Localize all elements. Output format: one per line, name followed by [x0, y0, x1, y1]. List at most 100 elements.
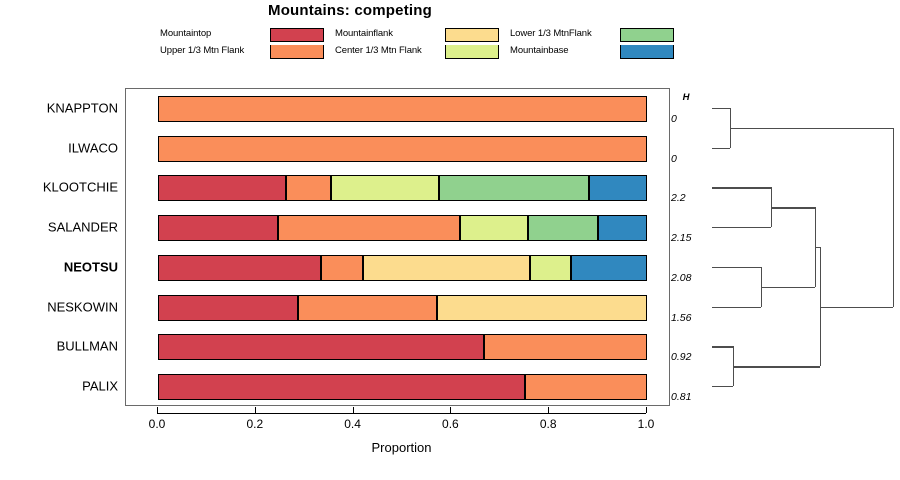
h-value: 0.81: [671, 391, 692, 404]
dendrogram-branch: [712, 147, 730, 149]
category-label-neotsu: NEOTSU: [63, 259, 118, 275]
bar-segment[interactable]: [527, 215, 598, 242]
h-value: 1.56: [671, 311, 692, 324]
legend-column: Mountainflank Center 1/3 Mtn Flank: [335, 27, 515, 61]
category-label-ilwaco: ILWACO: [68, 140, 118, 156]
bar-segment[interactable]: [597, 215, 647, 242]
bar-segment[interactable]: [158, 95, 647, 122]
x-tick: [450, 407, 452, 413]
bar-neskowin[interactable]: [158, 294, 647, 321]
h-value: 0: [671, 152, 677, 165]
bar-segment[interactable]: [459, 215, 528, 242]
bar-segment[interactable]: [278, 215, 460, 242]
category-label-salander: SALANDER: [47, 219, 118, 235]
bar-segment[interactable]: [363, 254, 530, 281]
bar-segment[interactable]: [529, 254, 571, 281]
dendrogram-branch: [712, 306, 761, 308]
bar-segment[interactable]: [484, 334, 647, 361]
legend-item: Mountainflank: [335, 27, 515, 44]
h-column: H 0 0 2.2 2.15 2.08 1.56 0.92 0.81: [671, 88, 713, 406]
dendrogram-branch: [712, 386, 733, 388]
bar-segment[interactable]: [524, 374, 647, 401]
dendrogram-branch: [712, 266, 761, 269]
h-column-header: H: [682, 92, 690, 103]
bar-segment[interactable]: [285, 175, 331, 202]
plot-panel: [125, 88, 670, 406]
x-tick: [646, 407, 647, 413]
legend-item: Mountainbase: [510, 44, 690, 61]
dendrogram-branch: [730, 127, 893, 130]
category-label-klootchie: KLOOTCHIE: [42, 179, 118, 195]
x-tick: [254, 407, 256, 413]
x-axis-line: [157, 413, 646, 414]
category-label-column: KNAPPTON ILWACO KLOOTCHIE SALANDER NEOTSU NES…: [0, 88, 118, 406]
bar-segment[interactable]: [158, 294, 299, 321]
h-value: 0: [671, 112, 677, 125]
x-tick-label: 0.4: [344, 417, 361, 431]
x-axis-label: Proportion: [371, 440, 432, 455]
bar-segment[interactable]: [320, 254, 364, 281]
h-value: 2.2: [671, 192, 686, 205]
legend-column: Mountaintop Upper 1/3 Mtn Flank: [160, 27, 340, 61]
dendrogram-branch: [733, 366, 820, 368]
x-tick: [548, 407, 550, 413]
bar-segment[interactable]: [437, 294, 647, 321]
bar-segment[interactable]: [158, 135, 647, 162]
bar-segment[interactable]: [158, 374, 525, 401]
legend-swatch: [445, 28, 499, 42]
dendrogram-branch: [712, 187, 771, 189]
dendrogram-branch: [815, 247, 820, 249]
category-label-neskowin: NESKOWIN: [47, 299, 118, 315]
dendrogram: [700, 88, 900, 406]
x-tick-label: 1.0: [637, 417, 655, 431]
dendrogram-branch: [761, 286, 815, 289]
dendrogram-branch: [712, 346, 733, 348]
dendrogram-branch: [712, 227, 771, 229]
category-label-palix: PALIX: [82, 378, 118, 394]
category-label-bullman: BULLMAN: [56, 338, 118, 354]
bar-segment[interactable]: [330, 175, 439, 202]
legend-item-label: Upper 1/3 Mtn Flank: [160, 45, 245, 56]
dendrogram-branch: [771, 207, 815, 209]
legend-item-label: Lower 1/3 MtnFlank: [510, 28, 592, 39]
legend-item-label: Mountainflank: [335, 28, 393, 39]
bar-bullman[interactable]: [158, 334, 647, 361]
bar-knappton[interactable]: [158, 95, 647, 122]
x-tick: [352, 407, 354, 413]
bar-neotsu[interactable]: [158, 254, 647, 281]
chart-title: Mountains: competing: [268, 2, 432, 19]
bar-segment[interactable]: [438, 175, 590, 202]
x-tick-label: 0.8: [539, 417, 557, 431]
legend-swatch: [445, 45, 499, 59]
bar-segment[interactable]: [589, 175, 647, 202]
x-tick-label: 0.2: [246, 417, 264, 431]
legend-item-label: Mountaintop: [160, 28, 212, 39]
chart-legend: Mountaintop Upper 1/3 Mtn Flank Mountainfl…: [160, 27, 700, 61]
legend-swatch: [270, 28, 324, 42]
bar-segment[interactable]: [298, 294, 438, 321]
bar-segment[interactable]: [158, 254, 321, 281]
legend-swatch: [620, 45, 674, 59]
x-tick-label: 0.0: [148, 417, 166, 431]
h-value: 2.15: [671, 232, 692, 245]
bar-segment[interactable]: [570, 254, 647, 281]
legend-item-label: Center 1/3 Mtn Flank: [335, 45, 422, 56]
h-value: 2.08: [671, 271, 692, 284]
bar-segment[interactable]: [158, 334, 485, 361]
bar-segment[interactable]: [158, 175, 286, 202]
dendrogram-branch: [820, 306, 893, 308]
category-label-knappton: KNAPPTON: [46, 100, 118, 116]
bar-segment[interactable]: [158, 215, 279, 242]
legend-swatch: [270, 45, 324, 59]
bar-klootchie[interactable]: [158, 175, 647, 202]
legend-column: Lower 1/3 MtnFlank Mountainbase: [510, 27, 690, 61]
legend-item: Upper 1/3 Mtn Flank: [160, 44, 340, 61]
bar-salander[interactable]: [158, 215, 647, 242]
bar-palix[interactable]: [158, 374, 647, 401]
h-value: 0.92: [671, 351, 692, 364]
legend-item: Lower 1/3 MtnFlank: [510, 27, 690, 44]
bar-ilwaco[interactable]: [158, 135, 647, 162]
legend-item: Mountaintop: [160, 27, 340, 44]
legend-swatch: [620, 28, 674, 42]
